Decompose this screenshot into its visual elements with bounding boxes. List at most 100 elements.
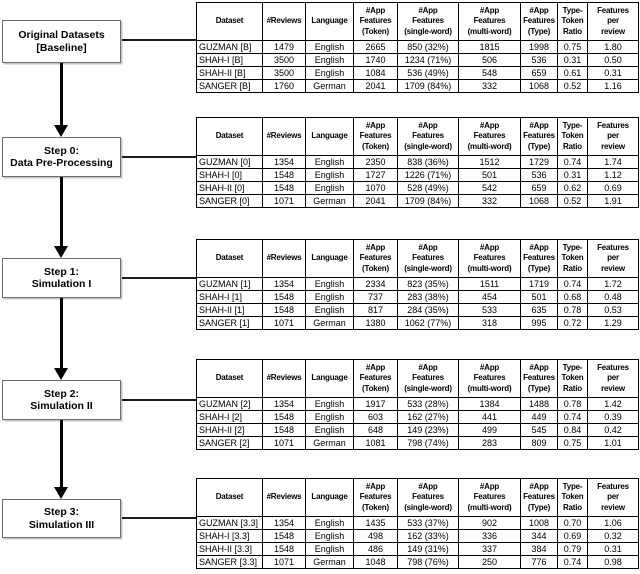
value-cell: 1.91 [587,194,639,208]
value-cell: 449 [520,410,558,424]
column-header: #App Features (Token) [353,2,398,41]
table-header: Dataset #Reviews Language #App Features (To… [196,359,639,398]
table-header: Dataset #Reviews Language #App Features (To… [196,117,639,156]
column-header: #App Features (Type) [520,117,558,156]
value-cell: 1354 [262,516,306,530]
value-cell: 0.74 [557,155,588,169]
connector-line [122,156,196,158]
column-header: #App Features (Token) [353,478,398,517]
table-row: SANGER [B] 1760 German 2041 1709 (84%) 332 106… [196,79,639,93]
column-header: #Reviews [262,359,306,398]
header-row: Dataset #Reviews Language #App Features (To… [196,2,639,41]
table-step0: Dataset #Reviews Language #App Features (To… [196,117,639,208]
column-header: Dataset [196,2,263,41]
table-row: GUZMAN [2] 1354 English 1917 533 (28%) 1384 14… [196,397,639,411]
value-cell: 0.74 [557,277,588,291]
table-row: SHAH-I [B] 3500 English 1740 1234 (71%) 506 53… [196,53,639,67]
value-cell: 1.01 [587,436,639,450]
value-cell: 0.61 [557,66,588,80]
flow-box-label: Step 2: Simulation II [30,387,93,413]
value-cell: 0.68 [557,290,588,304]
value-cell: 0.78 [557,303,588,317]
flow-box-label: Original Datasets [Baseline] [18,29,105,54]
value-cell: 850 (32%) [397,40,459,54]
column-header: Features per review [587,359,639,398]
value-cell: 0.53 [587,303,639,317]
value-cell: 3500 [262,53,306,67]
value-cell: 536 [520,53,558,67]
dataset-cell: SHAH-II [2] [196,423,263,437]
value-cell: 498 [353,529,398,543]
value-cell: 659 [520,181,558,195]
value-cell: 1.42 [587,397,639,411]
down-arrow-line [60,177,63,246]
table-row: SHAH-I [3.3] 1548 English 498 162 (33%) 336 34… [196,529,639,543]
value-cell: 1740 [353,53,398,67]
column-header: #App Features (multi-word) [458,359,521,398]
dataset-cell: SANGER [B] [196,79,263,93]
value-cell: 528 (49%) [397,181,459,195]
table-body: GUZMAN [0] 1354 English 2350 838 (36%) 1512 17… [196,155,639,208]
value-cell: 1.80 [587,40,639,54]
value-cell: 250 [458,555,521,569]
value-cell: 1998 [520,40,558,54]
connector-line [122,277,196,279]
value-cell: 1354 [262,155,306,169]
dataset-cell: SHAH-II [0] [196,181,263,195]
value-cell: English [305,168,354,182]
value-cell: 1548 [262,542,306,556]
dataset-cell: SANGER [2] [196,436,263,450]
value-cell: 1709 (84%) [397,194,459,208]
value-cell: 0.74 [557,555,588,569]
value-cell: 344 [520,529,558,543]
table-header: Dataset #Reviews Language #App Features (To… [196,239,639,278]
table-baseline: Dataset #Reviews Language #App Features (To… [196,2,639,93]
value-cell: English [305,529,354,543]
value-cell: German [305,436,354,450]
dataset-cell: SHAH-I [2] [196,410,263,424]
value-cell: 1070 [353,181,398,195]
table-row: GUZMAN [3.3] 1354 English 1435 533 (37%) 902 1… [196,516,639,530]
value-cell: 817 [353,303,398,317]
value-cell: 0.75 [557,436,588,450]
value-cell: 2041 [353,194,398,208]
value-cell: 1488 [520,397,558,411]
value-cell: 486 [353,542,398,556]
table-step1: Dataset #Reviews Language #App Features (To… [196,239,639,330]
column-header: Features per review [587,478,639,517]
value-cell: 1008 [520,516,558,530]
value-cell: English [305,53,354,67]
flow-box-step1: Step 1: Simulation I [2,258,121,298]
column-header: #Reviews [262,239,306,278]
table-row: SHAH-II [2] 1548 English 648 149 (23%) 499 545… [196,423,639,437]
value-cell: 1.12 [587,168,639,182]
column-header: #App Features (Type) [520,478,558,517]
connector-line [122,399,196,401]
column-header: #App Features (Token) [353,359,398,398]
column-header: Type- Token Ratio [557,239,588,278]
dataset-cell: SHAH-II [1] [196,303,263,317]
value-cell: 995 [520,316,558,330]
value-cell: English [305,40,354,54]
table-row: SANGER [3.3] 1071 German 1048 798 (76%) 250 77… [196,555,639,569]
table-header: Dataset #Reviews Language #App Features (To… [196,2,639,41]
value-cell: English [305,155,354,169]
flow-box-label: Step 0: Data Pre-Processing [10,144,113,170]
dataset-cell: SANGER [0] [196,194,263,208]
value-cell: 0.52 [557,79,588,93]
table-row: SHAH-II [B] 3500 English 1084 536 (49%) 548 65… [196,66,639,80]
value-cell: 0.74 [557,410,588,424]
value-cell: 149 (31%) [397,542,459,556]
column-header: #App Features (multi-word) [458,239,521,278]
column-header: #App Features (single-word) [397,117,459,156]
column-header: Features per review [587,2,639,41]
value-cell: English [305,542,354,556]
value-cell: 1479 [262,40,306,54]
value-cell: 2665 [353,40,398,54]
value-cell: 1.72 [587,277,639,291]
value-cell: 0.70 [557,516,588,530]
value-cell: 0.69 [557,529,588,543]
value-cell: 1226 (71%) [397,168,459,182]
table-row: GUZMAN [B] 1479 English 2665 850 (32%) 1815 19… [196,40,639,54]
